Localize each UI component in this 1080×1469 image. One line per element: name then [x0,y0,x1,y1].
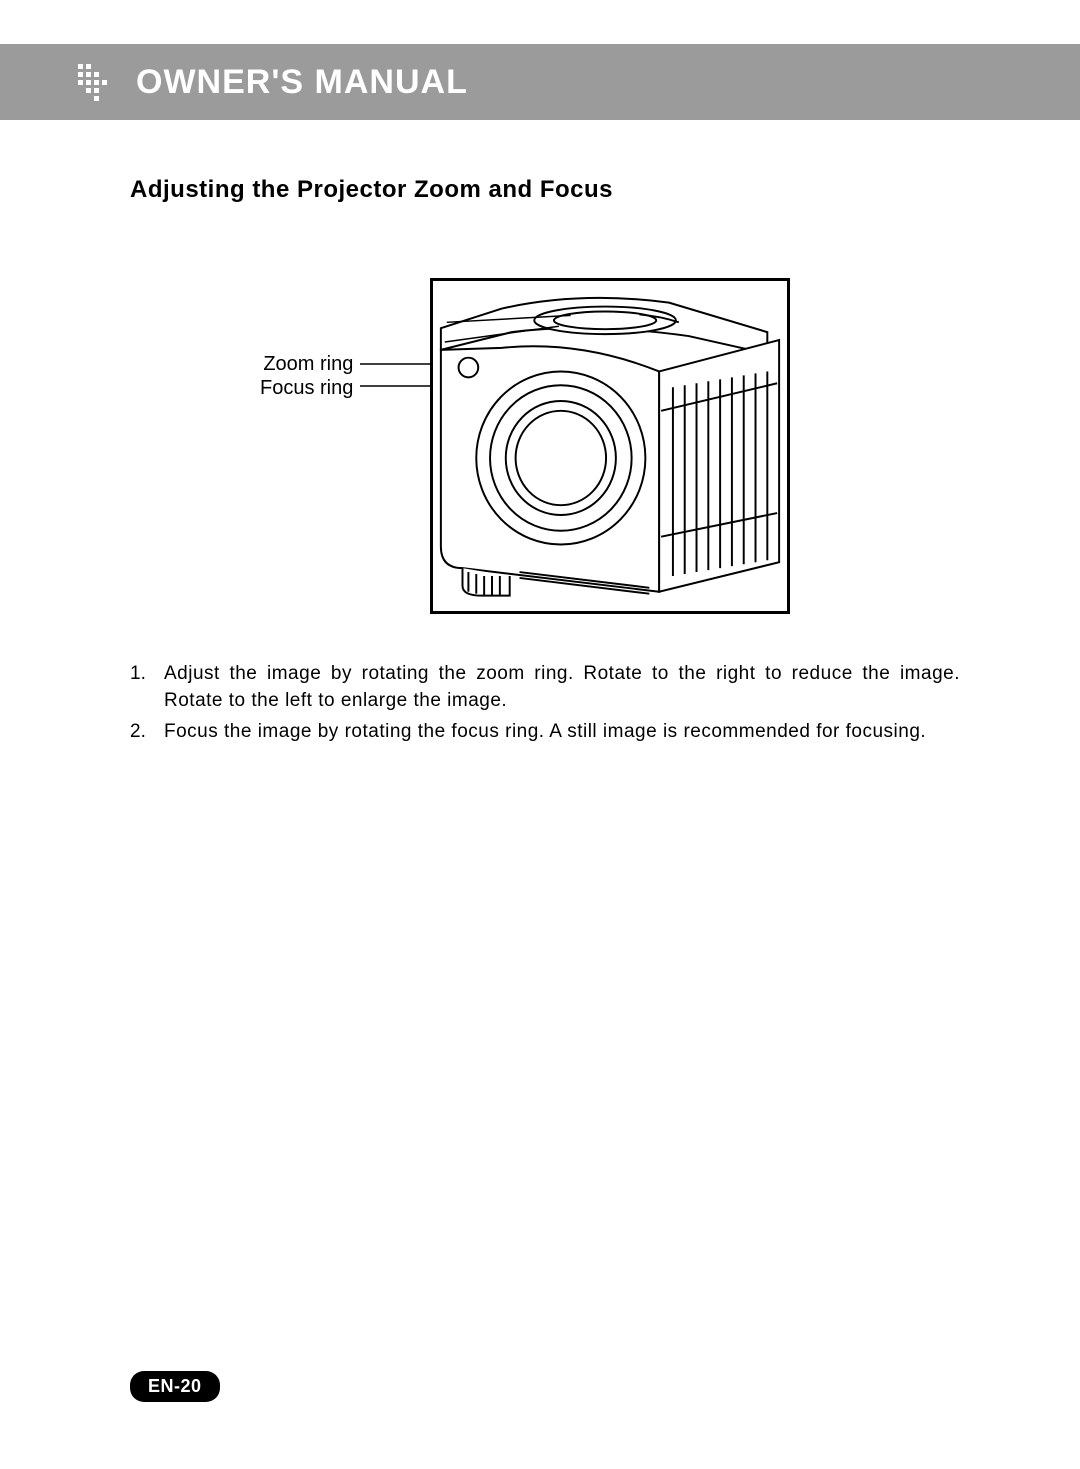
instruction-item: 1. Adjust the image by rotating the zoom… [130,660,960,714]
diagram-container: Zoom ring Focus ring [260,278,900,614]
header-title: OWNER'S MANUAL [136,63,468,102]
page-number-badge: EN-20 [130,1371,220,1402]
zoom-ring-label: Zoom ring [260,352,353,376]
header-bar: OWNER'S MANUAL [0,44,1080,120]
instruction-number: 1. [130,660,164,714]
instruction-text: Focus the image by rotating the focus ri… [164,718,960,745]
section-heading: Adjusting the Projector Zoom and Focus [130,176,613,204]
instructions-list: 1. Adjust the image by rotating the zoom… [130,660,960,749]
projector-illustration [433,281,787,611]
projector-diagram [430,278,790,614]
diagram-labels: Zoom ring Focus ring [260,352,353,400]
instruction-text: Adjust the image by rotating the zoom ri… [164,660,960,714]
focus-ring-label: Focus ring [260,376,353,400]
instruction-number: 2. [130,718,164,745]
dots-arrow-icon [74,60,118,104]
instruction-item: 2. Focus the image by rotating the focus… [130,718,960,745]
